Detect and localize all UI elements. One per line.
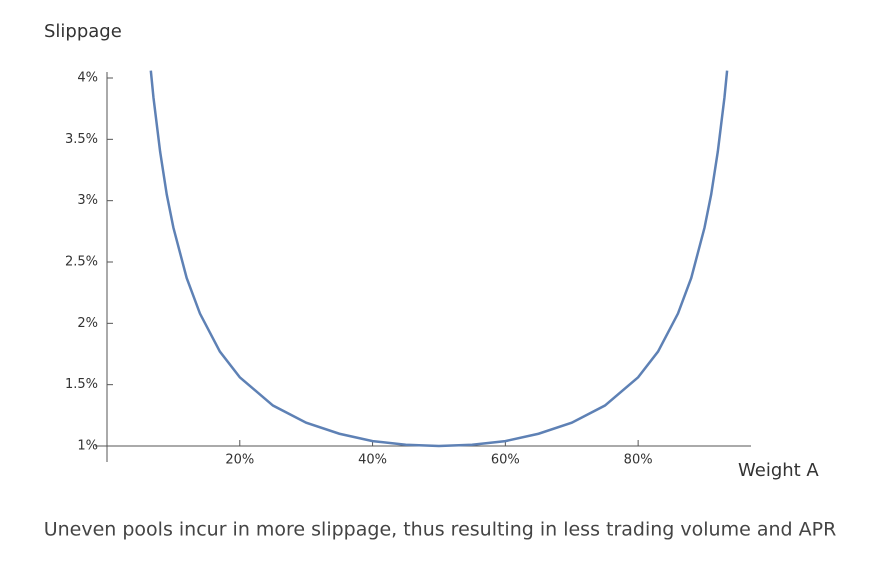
y-tick-label: 2.5% (65, 255, 98, 270)
y-tick-label: 3.5% (65, 132, 98, 147)
y-tick-label: 1.5% (65, 377, 98, 392)
y-tick-label: 3% (77, 193, 98, 208)
x-tick-label: 80% (624, 453, 653, 468)
x-tick-label: 40% (358, 453, 387, 468)
y-tick-label: 1% (77, 439, 98, 454)
line-series (149, 70, 729, 448)
x-tick-label: 20% (225, 453, 254, 468)
x-axis-label: Weight A (738, 460, 819, 481)
x-tick-label: 60% (491, 453, 520, 468)
y-tick-label: 4% (77, 71, 98, 86)
y-tick-label: 2% (77, 316, 98, 331)
caption: Uneven pools incur in more slippage, thu… (44, 519, 837, 541)
chart-title: Slippage (44, 21, 122, 42)
